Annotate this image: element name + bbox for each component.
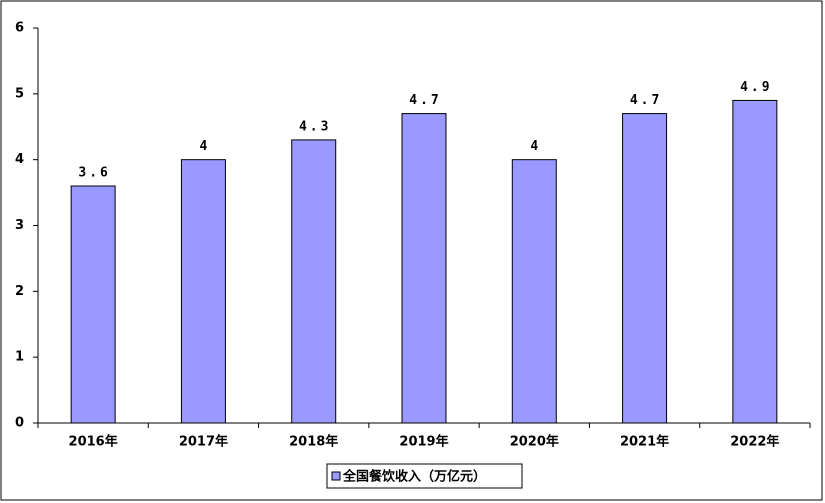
bar	[291, 139, 337, 424]
value-label: 4	[530, 139, 541, 154]
y-tick-label: 3	[15, 218, 24, 233]
value-label: 4	[200, 139, 211, 154]
bar	[180, 159, 226, 424]
y-tick-label: 1	[15, 350, 24, 365]
y-tick-label: 4	[15, 152, 24, 167]
x-tick-label: 2019年	[399, 434, 448, 450]
value-label: 3.6	[78, 166, 110, 181]
legend-swatch	[331, 471, 341, 481]
x-tick-label: 2017年	[179, 434, 228, 450]
bar	[401, 113, 447, 424]
legend-box	[326, 463, 523, 489]
y-tick-label: 2	[15, 284, 24, 299]
y-tick-label: 6	[15, 21, 24, 36]
value-label: 4.3	[299, 119, 331, 134]
bar	[622, 113, 668, 424]
x-tick-label: 2021年	[620, 434, 669, 450]
x-tick-label: 2022年	[730, 434, 779, 450]
bar	[732, 99, 778, 424]
value-label: 4.7	[630, 93, 662, 108]
y-tick-label: 5	[15, 86, 24, 101]
x-tick-label: 2016年	[69, 434, 118, 450]
value-label: 4.9	[740, 80, 772, 95]
y-tick-label: 0	[15, 416, 24, 431]
legend-label: 全国餐饮收入（万亿元）	[342, 469, 486, 485]
x-tick-label: 2018年	[289, 434, 338, 450]
bar	[70, 185, 116, 424]
x-tick-label: 2020年	[510, 434, 559, 450]
value-label: 4.7	[409, 93, 441, 108]
bar	[511, 159, 557, 424]
